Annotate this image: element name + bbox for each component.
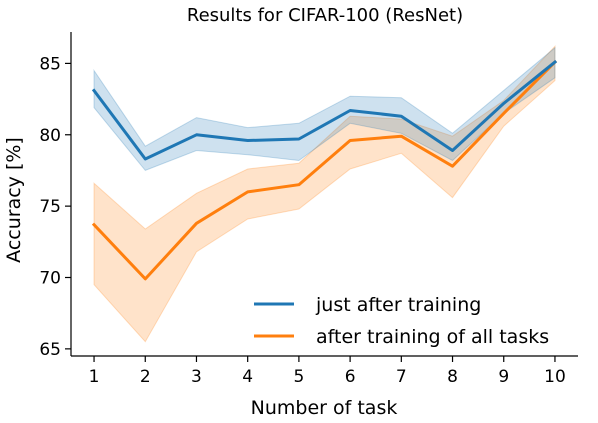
y-axis-title: Accuracy [%] [3,137,25,263]
x-tick-label: 5 [293,367,304,387]
series-line-1 [91,59,558,281]
axes [70,32,578,357]
x-tick-label: 10 [544,367,566,387]
series-line-0 [91,59,558,161]
x-tick-label: 8 [447,367,458,387]
x-axis-ticks: 1 2 3 4 5 6 7 8 9 10 [89,356,566,387]
y-tick-label: 75 [39,197,61,217]
legend: just after training after training of all… [254,294,549,348]
confidence-band-0 [93,46,556,171]
x-tick-label: 2 [140,367,151,387]
legend-label-0: just after training [315,294,481,316]
y-tick-label: 65 [39,340,61,360]
series-lines [91,59,558,281]
y-tick-label: 85 [39,54,61,74]
x-tick-label: 3 [191,367,202,387]
y-tick-label: 70 [39,268,61,288]
legend-label-1: after training of all tasks [316,326,549,348]
x-tick-label: 6 [345,367,356,387]
y-tick-label: 80 [39,126,61,146]
x-tick-label: 7 [396,367,407,387]
confidence-band-1 [93,45,556,343]
y-axis-ticks: 65 70 75 80 85 [39,54,71,360]
chart-title: Results for CIFAR-100 (ResNet) [187,5,463,26]
x-tick-label: 4 [242,367,253,387]
x-axis-title: Number of task [251,397,398,419]
confidence-bands [93,45,556,343]
x-tick-label: 9 [498,367,509,387]
x-tick-label: 1 [89,367,100,387]
